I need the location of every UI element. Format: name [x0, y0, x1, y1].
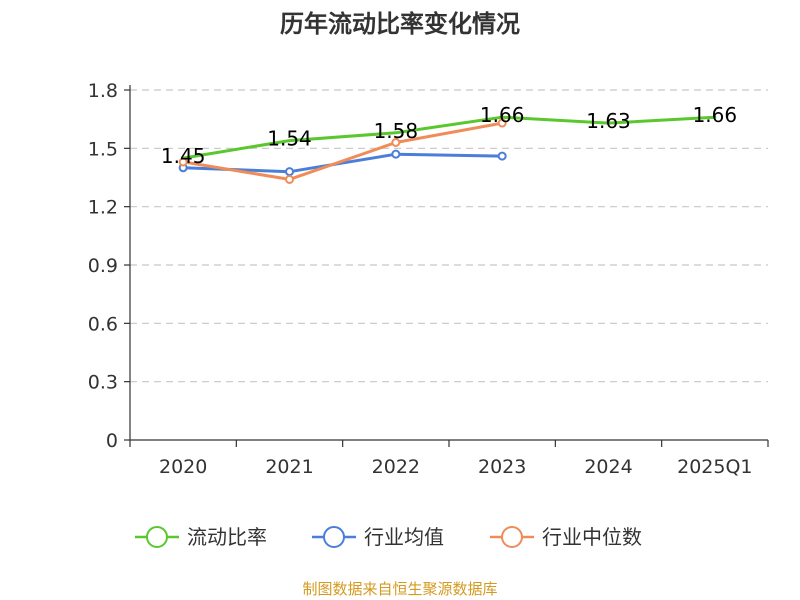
legend-marker: [323, 526, 345, 548]
x-tick-label: 2021: [265, 456, 313, 478]
series-point-2: [178, 157, 188, 167]
legend-label: 行业均值: [364, 525, 444, 549]
series-point-1: [285, 167, 294, 177]
legend-item-2[interactable]: 行业中位数: [490, 525, 642, 549]
plot-series: [178, 115, 717, 184]
y-tick-label: 0.6: [88, 313, 118, 335]
data-labels: 1.45 1.54 1.58 1.66 1.63 1.66: [161, 103, 737, 168]
series-point-2: [285, 174, 294, 184]
series-point-2: [391, 138, 401, 147]
y-tick-label: 1.5: [88, 138, 118, 160]
chart-title: 历年流动比率变化情况: [280, 10, 520, 38]
legend[interactable]: 流动比率 行业均值 行业中位数: [135, 525, 642, 549]
y-tick-label: 1.8: [88, 80, 118, 102]
y-tick-label: 0.9: [88, 255, 118, 277]
series-line-2: [181, 121, 504, 181]
source-note: 制图数据来自恒生聚源数据库: [302, 580, 497, 598]
x-tick-label: 2023: [478, 456, 526, 478]
series-point-1: [391, 149, 401, 159]
legend-marker: [501, 526, 523, 548]
legend-item-1[interactable]: 行业均值: [312, 525, 444, 549]
y-tick-label: 0: [106, 430, 118, 452]
series-point-1: [497, 151, 507, 161]
legend-marker: [146, 526, 168, 548]
y-axis: 0 0.3 0.6 0.9 1.2 1.5 1.8: [88, 80, 131, 452]
series-point-2: [497, 118, 507, 128]
x-tick-label: 2024: [584, 456, 632, 478]
y-tick-label: 0.3: [88, 372, 118, 394]
data-label: 1.54: [267, 127, 312, 151]
x-tick-label: 2020: [159, 456, 207, 478]
x-tick-label: 2025Q1: [677, 456, 752, 478]
data-label: 1.45: [161, 144, 206, 168]
legend-label: 行业中位数: [542, 525, 642, 549]
series-line-0: [181, 115, 717, 160]
x-tick-label: 2022: [372, 456, 420, 478]
data-label: 1.58: [374, 119, 419, 143]
data-label: 1.66: [693, 103, 738, 127]
legend-label: 流动比率: [187, 525, 267, 549]
x-axis: 2020 2021 2022 2023 2024 2025Q1: [129, 439, 769, 478]
legend-item-0[interactable]: 流动比率: [135, 525, 267, 549]
gridlines: [130, 89, 768, 383]
data-label: 1.63: [586, 109, 631, 133]
data-label: 1.66: [480, 103, 525, 127]
y-tick-label: 1.2: [88, 197, 118, 219]
